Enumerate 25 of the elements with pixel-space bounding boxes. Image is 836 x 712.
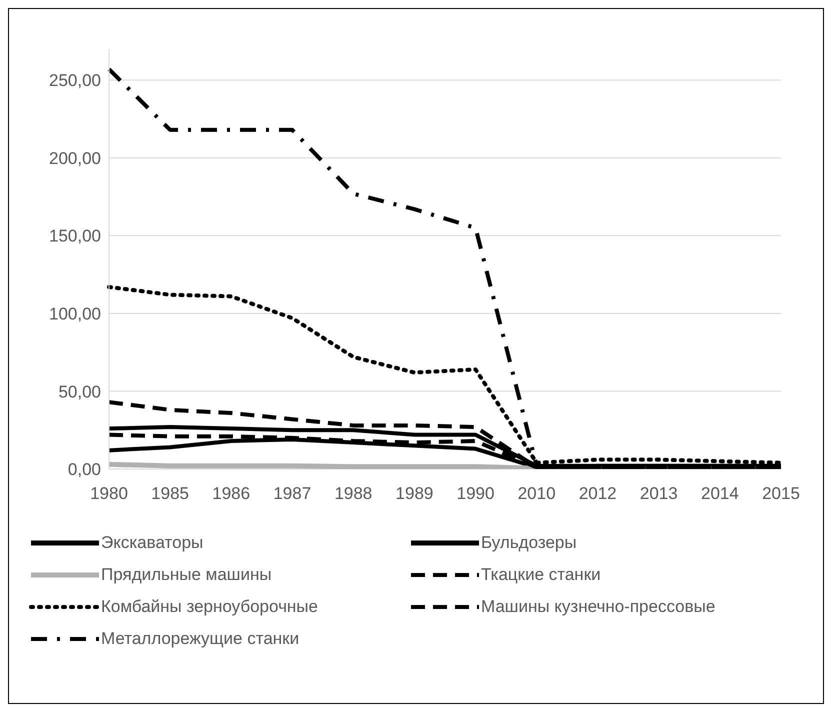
legend-label: Металлорежущие станки [101, 629, 300, 649]
y-tick-label: 100,00 [49, 304, 101, 324]
x-tick-label: 2012 [578, 484, 617, 504]
legend-label: Машины кузнечно-прессовые [481, 597, 716, 617]
legend-label: Комбайны зерноуборочные [101, 597, 318, 617]
x-tick-label: 1988 [334, 484, 372, 504]
y-tick-label: 0,00 [68, 460, 101, 480]
y-tick-label: 200,00 [49, 148, 101, 168]
legend-label: Экскаваторы [101, 533, 204, 553]
x-tick-label: 1980 [90, 484, 128, 504]
x-tick-label: 2014 [700, 484, 739, 504]
legend-label: Прядильные машины [101, 565, 272, 585]
x-tick-label: 2010 [518, 484, 556, 504]
x-tick-label: 1987 [273, 484, 312, 504]
y-tick-label: 250,00 [49, 71, 101, 90]
y-tick-label: 50,00 [58, 382, 101, 402]
x-tick-label: 2013 [640, 484, 678, 504]
x-tick-label: 1990 [456, 484, 494, 504]
legend-label: Ткацкие станки [481, 565, 601, 585]
x-tick-label: 1989 [396, 484, 434, 504]
x-tick-label: 1985 [151, 484, 190, 504]
y-tick-label: 150,00 [49, 226, 101, 246]
legend-label: Бульдозеры [481, 533, 577, 553]
x-tick-label: 1986 [212, 484, 250, 504]
x-tick-label: 2015 [762, 484, 800, 504]
